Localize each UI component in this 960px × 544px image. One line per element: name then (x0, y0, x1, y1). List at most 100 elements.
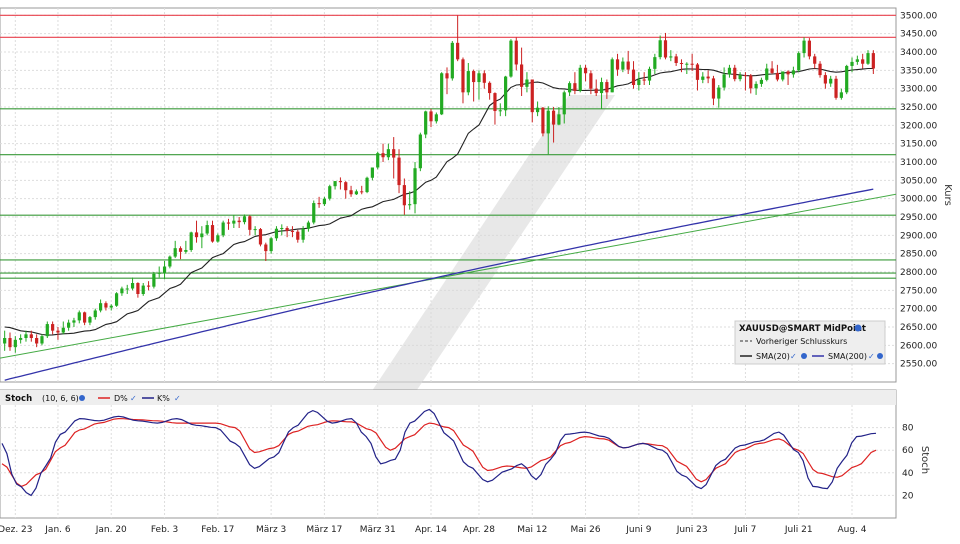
price-levels (0, 14, 897, 359)
candle-body (653, 57, 657, 69)
candle-body (797, 53, 801, 71)
candle (3, 330, 7, 351)
candle-body (178, 248, 183, 252)
candle-body (125, 288, 129, 290)
price-tick-label: 3350.00 (900, 66, 937, 76)
candle-body (226, 222, 231, 224)
candle (376, 151, 380, 170)
legend-check-icon[interactable]: ✓ (868, 352, 875, 361)
candle (226, 218, 231, 230)
price-tick-label: 3450.00 (900, 30, 937, 40)
candle (424, 110, 428, 139)
candle-body (722, 74, 726, 88)
candle (328, 184, 332, 201)
candle-body (258, 229, 263, 245)
candle (120, 286, 124, 296)
candle-body (786, 71, 790, 75)
candle (248, 215, 252, 236)
stoch-lines (1, 408, 877, 497)
candle (706, 70, 710, 84)
candle-body (845, 65, 849, 93)
candle-body (392, 149, 396, 158)
candle-body (610, 59, 614, 93)
candle (19, 334, 23, 344)
price-tick-label: 3300.00 (900, 85, 937, 95)
candle (637, 72, 641, 91)
candle-body (626, 61, 630, 70)
candle (786, 70, 790, 85)
candle (690, 53, 694, 72)
stoch-label-k: K% (157, 394, 170, 403)
candle-body (141, 285, 145, 294)
candle-body (472, 71, 476, 83)
candle-body (210, 225, 215, 242)
candle (205, 220, 209, 236)
legend-settings-icon[interactable] (854, 324, 862, 332)
candle (738, 72, 742, 82)
legend-check-icon[interactable]: ✓ (790, 352, 797, 361)
candle (130, 277, 135, 291)
candle (717, 85, 721, 108)
candle (535, 101, 540, 117)
stoch-d-check-icon[interactable]: ✓ (130, 394, 137, 403)
candle (360, 185, 364, 195)
candle-body (242, 216, 247, 223)
candle (589, 70, 593, 95)
candle-body (93, 310, 97, 318)
candle-body (290, 230, 295, 232)
legend-sma200-settings-icon[interactable] (877, 353, 883, 359)
candle-body (743, 75, 748, 77)
price-tick-label: 3200.00 (900, 121, 937, 131)
stoch-line-k (1, 408, 877, 497)
candle (434, 112, 438, 124)
candle-body (504, 76, 508, 111)
candle (562, 90, 566, 124)
candle (114, 292, 119, 307)
candle (797, 51, 801, 73)
candle-body (280, 228, 284, 229)
candle (242, 214, 247, 225)
candle (413, 162, 417, 214)
candle (152, 272, 156, 289)
x-tick-label: Aug. 4 (838, 525, 867, 535)
candle (77, 310, 81, 324)
candle (365, 176, 369, 194)
x-tick-label: Juni 9 (625, 525, 651, 535)
candle (72, 317, 76, 327)
candle (386, 143, 390, 161)
candle (370, 167, 374, 181)
legend-sma20-settings-icon[interactable] (801, 353, 807, 359)
candle (850, 57, 854, 73)
candle-body (248, 216, 252, 230)
candle (258, 228, 263, 247)
candle-body (45, 324, 49, 337)
candle-body (573, 83, 577, 91)
candle-body (530, 79, 534, 113)
candle (679, 59, 684, 73)
candle (354, 189, 358, 195)
candle (621, 57, 625, 73)
x-axis: Dez. 23 Jan. 6 Jan. 20 Feb. 3 Feb. 17 März 3 M… (0, 525, 867, 535)
stoch-k-check-icon[interactable]: ✓ (174, 394, 181, 403)
candle-body (551, 110, 556, 125)
candle-body (40, 336, 44, 344)
candle-body (434, 114, 438, 122)
candle (461, 57, 465, 104)
candle-body (157, 272, 161, 274)
candle (333, 181, 337, 190)
candle-body (24, 334, 28, 338)
candle (162, 261, 167, 280)
candle-body (738, 75, 742, 80)
stoch-settings-icon[interactable] (79, 395, 85, 401)
candle (653, 53, 657, 74)
candle-body (690, 63, 694, 65)
candle (381, 143, 385, 162)
x-tick-label: Juli 7 (733, 525, 756, 535)
candle-body (162, 266, 167, 273)
x-tick-label: Feb. 17 (201, 525, 234, 535)
price-tick-label: 3500.00 (900, 11, 937, 21)
candle-body (418, 134, 422, 169)
candle-body (29, 334, 33, 338)
candle (51, 321, 55, 335)
